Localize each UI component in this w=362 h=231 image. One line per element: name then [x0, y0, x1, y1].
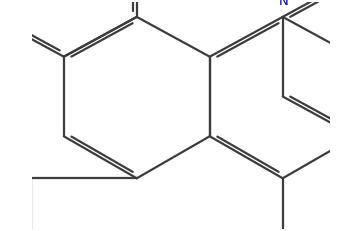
Text: N: N — [279, 0, 289, 8]
